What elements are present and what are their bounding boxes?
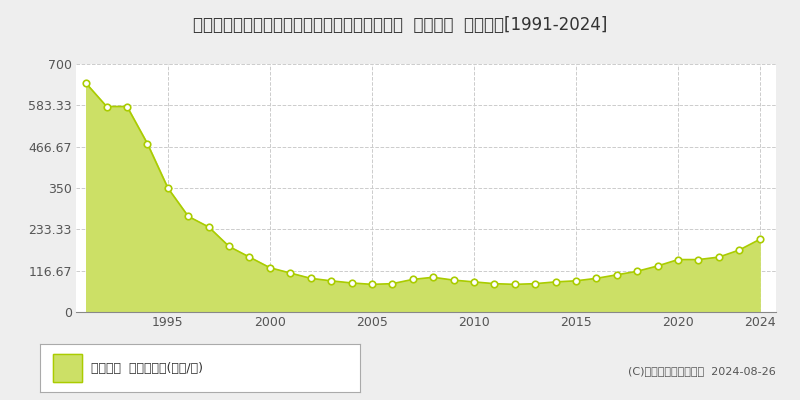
Point (325, 278, 338, 284)
Point (447, 277, 460, 283)
Point (100, 103, 113, 110)
Point (202, 224, 215, 230)
Text: 北海道札幌市中央区南４条東２丁目１１番２外  地価公示  地価推移[1991-2024]: 北海道札幌市中央区南４条東２丁目１１番２外 地価公示 地価推移[1991-202… (193, 16, 607, 34)
Point (141, 140, 154, 147)
Point (284, 270, 297, 276)
Point (121, 103, 134, 110)
Text: (C)土地価格ドットコム  2024-08-26: (C)土地価格ドットコム 2024-08-26 (628, 366, 776, 376)
Point (304, 275, 317, 282)
Point (672, 256, 685, 263)
Point (754, 236, 766, 242)
Point (366, 281, 378, 288)
Point (488, 280, 501, 287)
Bar (53, 354, 82, 382)
Point (733, 247, 746, 253)
Point (529, 280, 542, 287)
Point (570, 278, 582, 284)
Point (162, 185, 174, 191)
Point (651, 263, 664, 269)
Point (549, 279, 562, 285)
Point (610, 272, 623, 278)
Point (222, 243, 235, 250)
Bar (53, 354, 82, 382)
Point (406, 276, 419, 283)
Point (467, 279, 480, 285)
Point (80, 80, 93, 87)
Point (263, 264, 276, 271)
Point (713, 254, 726, 260)
Point (386, 280, 398, 287)
Point (426, 274, 439, 280)
Point (590, 275, 603, 282)
Point (182, 213, 194, 220)
Point (508, 281, 521, 288)
Point (692, 256, 705, 263)
Point (631, 268, 644, 274)
Point (243, 254, 256, 260)
Point (345, 280, 358, 286)
Text: 地価公示  平均嵪単価(万円/嵪): 地価公示 平均嵪単価(万円/嵪) (91, 362, 203, 374)
